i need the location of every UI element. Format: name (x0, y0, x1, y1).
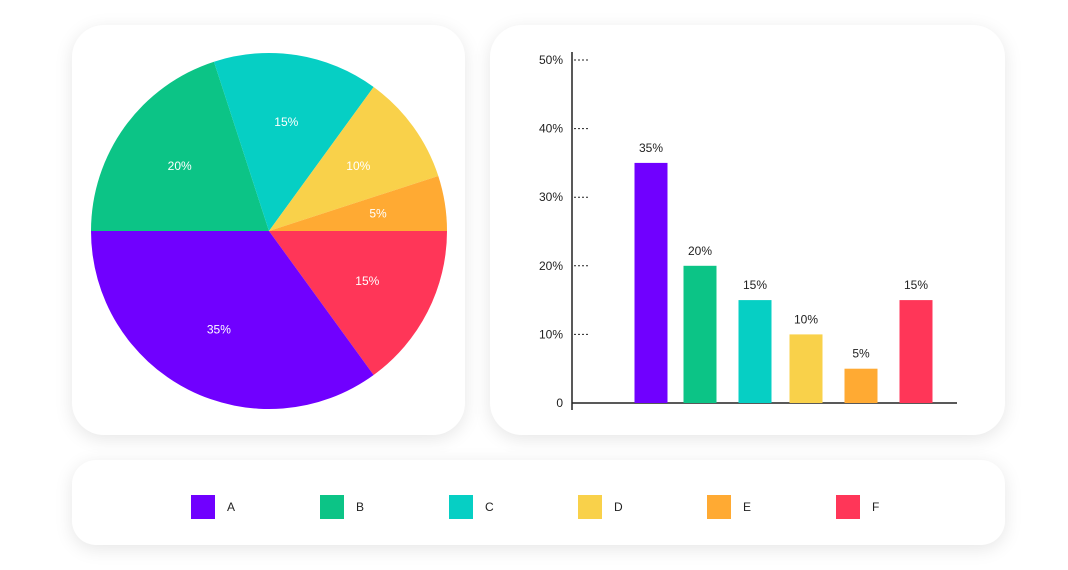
bar-c (738, 300, 772, 403)
bar-label-b: 20% (688, 244, 712, 258)
pie-chart: 20% 15% 10% 5% 15% 35% (91, 52, 447, 410)
bar-label-d: 10% (794, 312, 818, 326)
legend: A B C D E F (191, 495, 879, 519)
legend-swatch-d (578, 495, 602, 519)
bar-a (634, 162, 668, 403)
bar-b (683, 265, 717, 403)
legend-swatch-b (320, 495, 344, 519)
legend-label-e: E (743, 500, 751, 514)
pie-slice-label-f: 15% (355, 274, 379, 288)
pie-slice-c (213, 52, 374, 231)
legend-swatch-e (707, 495, 731, 519)
bar-label-c: 15% (743, 278, 767, 292)
y-tick-label: 40% (539, 122, 563, 136)
bar-label-a: 35% (639, 141, 663, 155)
legend-swatch-f (836, 495, 860, 519)
legend-label-c: C (485, 500, 494, 514)
legend-swatch-c (449, 495, 473, 519)
legend-label-f: F (872, 500, 879, 514)
bar-chart-card: 0 10% 20% 30% 40% 50% 35% 20% 15% 10% 5% 15% (490, 25, 1005, 435)
pie-slice-a (91, 231, 374, 410)
legend-card: A B C D E F (72, 460, 1005, 545)
pie-slice-label-d: 10% (346, 159, 370, 173)
bar-chart: 0 10% 20% 30% 40% 50% 35% 20% 15% 10% 5% 15% (539, 52, 957, 410)
legend-label-b: B (356, 500, 364, 514)
bar-label-f: 15% (904, 278, 928, 292)
pie-slice-label-e: 5% (369, 207, 387, 221)
pie-chart-card: 20% 15% 10% 5% 15% 35% (72, 25, 465, 435)
bar-label-e: 5% (852, 347, 870, 361)
legend-label-a: A (227, 500, 235, 514)
pie-slice-label-c: 15% (274, 115, 298, 129)
pie-slice-d (269, 86, 439, 231)
bar-d (789, 334, 823, 403)
pie-slice-e (269, 175, 447, 231)
y-tick-label: 10% (539, 327, 563, 341)
pie-slice-b (91, 61, 269, 232)
y-tick-label: 20% (539, 259, 563, 273)
legend-label-d: D (614, 500, 623, 514)
y-tick-label: 50% (539, 53, 563, 67)
bar-e (844, 368, 878, 403)
pie-slice-f (269, 231, 447, 376)
y-tick-label: 30% (539, 190, 563, 204)
y-tick-label: 0 (556, 396, 563, 410)
legend-swatch-a (191, 495, 215, 519)
pie-slice-label-b: 20% (168, 159, 192, 173)
bar-f (899, 300, 933, 403)
pie-slice-label-a: 35% (207, 322, 231, 336)
